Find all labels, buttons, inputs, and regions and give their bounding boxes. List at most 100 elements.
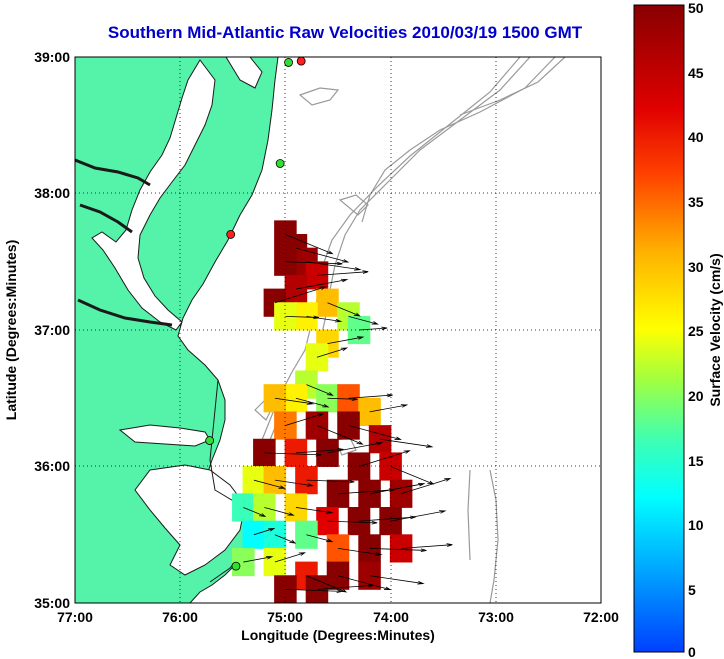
y-axis-label: Latitude (Degrees:Minutes)	[3, 240, 19, 420]
velocity-vector	[295, 397, 330, 408]
velocity-vector	[380, 438, 434, 448]
y-tick-label: 37:00	[34, 322, 70, 338]
velocity-vector	[316, 425, 364, 445]
velocity-cell	[253, 493, 276, 522]
station-marker	[205, 436, 215, 445]
velocity-vector	[327, 441, 384, 454]
velocity-vector	[264, 507, 295, 516]
velocity-vector	[337, 575, 392, 591]
velocity-vector	[253, 479, 286, 489]
colorbar-tick-label: 35	[688, 194, 704, 210]
velocity-vector	[243, 507, 267, 517]
x-tick-label: 77:00	[57, 609, 93, 625]
velocity-vector	[253, 527, 276, 536]
velocity-cell	[232, 493, 255, 522]
velocity-vector	[359, 515, 416, 522]
station-marker	[284, 58, 293, 67]
velocity-vector	[295, 507, 334, 514]
velocity-vector	[348, 425, 402, 440]
velocity-cell	[263, 547, 287, 577]
colorbar-tick-label: 30	[688, 259, 704, 275]
velocity-vector	[274, 397, 315, 405]
colorbar-tick-label: 45	[688, 65, 704, 81]
velocity-vector	[358, 450, 411, 467]
velocity-vector	[316, 347, 349, 358]
velocity-cell	[316, 438, 339, 467]
colorbar-tick-label: 40	[688, 129, 704, 145]
colorbar-tick-label: 0	[688, 644, 696, 659]
potomac-river	[75, 158, 151, 187]
velocity-vector	[306, 384, 334, 396]
y-tick-label: 39:00	[34, 49, 70, 65]
plot-frame	[74, 56, 602, 604]
velocity-vector	[348, 315, 379, 325]
velocity-cell	[358, 397, 381, 426]
velocity-vector	[274, 479, 315, 487]
velocity-cell	[326, 561, 350, 590]
velocity-vectors	[243, 234, 453, 593]
station-marker	[275, 159, 285, 168]
velocity-vector	[274, 552, 307, 563]
velocity-vector	[285, 261, 343, 266]
y-tick-label: 38:00	[34, 185, 70, 201]
colorbar-tick-label: 10	[688, 517, 704, 533]
velocity-vector	[390, 510, 447, 522]
x-tick-label: 76:00	[162, 609, 198, 625]
james-river	[77, 298, 173, 327]
station-marker	[296, 57, 306, 66]
velocity-vector	[348, 393, 393, 399]
plot-area	[74, 56, 602, 604]
velocity-cell	[284, 438, 308, 467]
velocity-vector	[316, 583, 374, 590]
velocity-vector	[369, 482, 426, 495]
velocity-vector	[285, 413, 325, 426]
velocity-vector	[327, 302, 361, 317]
velocity-vector	[306, 534, 334, 543]
pamlico-sound	[134, 464, 246, 576]
velocity-vector	[285, 588, 343, 593]
velocity-cell	[284, 493, 308, 522]
x-tick-label: 73:00	[478, 609, 514, 625]
colorbar-gradient	[633, 4, 685, 653]
colorbar-ticks: 50 45 40 35 30 25 20 15 10 5 0	[688, 0, 704, 659]
velocity-vector	[401, 478, 452, 495]
delaware-bay	[225, 57, 263, 89]
chart-title: Southern Mid-Atlantic Raw Velocities 201…	[108, 23, 583, 42]
station-markers	[205, 57, 306, 571]
velocity-vector	[295, 247, 350, 263]
station-marker	[231, 561, 241, 571]
velocity-vector	[243, 555, 274, 563]
x-axis: 77:00 76:00 75:00 74:00 73:00 72:00	[57, 609, 619, 625]
velocity-vector	[327, 520, 378, 525]
velocity-cell	[305, 261, 329, 290]
x-tick-label: 74:00	[373, 609, 409, 625]
velocity-vector	[295, 278, 349, 290]
velocity-vector	[306, 479, 355, 484]
colorbar-label: Surface Velocity (cm/s)	[707, 253, 723, 406]
velocity-vector	[316, 270, 369, 276]
colorbar-tick-label: 50	[688, 0, 704, 16]
velocity-vector	[285, 234, 334, 255]
x-axis-label: Longitude (Degrees:Minutes)	[241, 627, 435, 643]
velocity-vector	[264, 452, 322, 457]
colorbar-tick-label: 5	[688, 582, 696, 598]
colorbar-tick-label: 15	[688, 453, 704, 469]
y-tick-label: 35:00	[34, 595, 70, 611]
colorbar-tick-label: 20	[688, 388, 704, 404]
rappahannock-river	[79, 203, 133, 234]
colorbar-tick-label: 25	[688, 323, 704, 339]
velocity-vector	[369, 404, 409, 413]
y-axis: 39:00 38:00 37:00 36:00 35:00	[34, 49, 70, 611]
y-tick-label: 36:00	[34, 458, 70, 474]
velocity-vector	[285, 315, 320, 320]
velocity-vector	[274, 534, 297, 544]
x-tick-label: 72:00	[583, 609, 619, 625]
velocity-vector	[369, 575, 425, 585]
velocity-vector	[337, 548, 383, 556]
velocity-vector	[401, 543, 453, 549]
velocity-vector	[369, 548, 427, 553]
x-tick-label: 75:00	[267, 609, 303, 625]
chesapeake-bay	[91, 59, 216, 331]
colorbar: 50 45 40 35 30 25 20 15 10 5 0 Surface V…	[633, 0, 723, 659]
